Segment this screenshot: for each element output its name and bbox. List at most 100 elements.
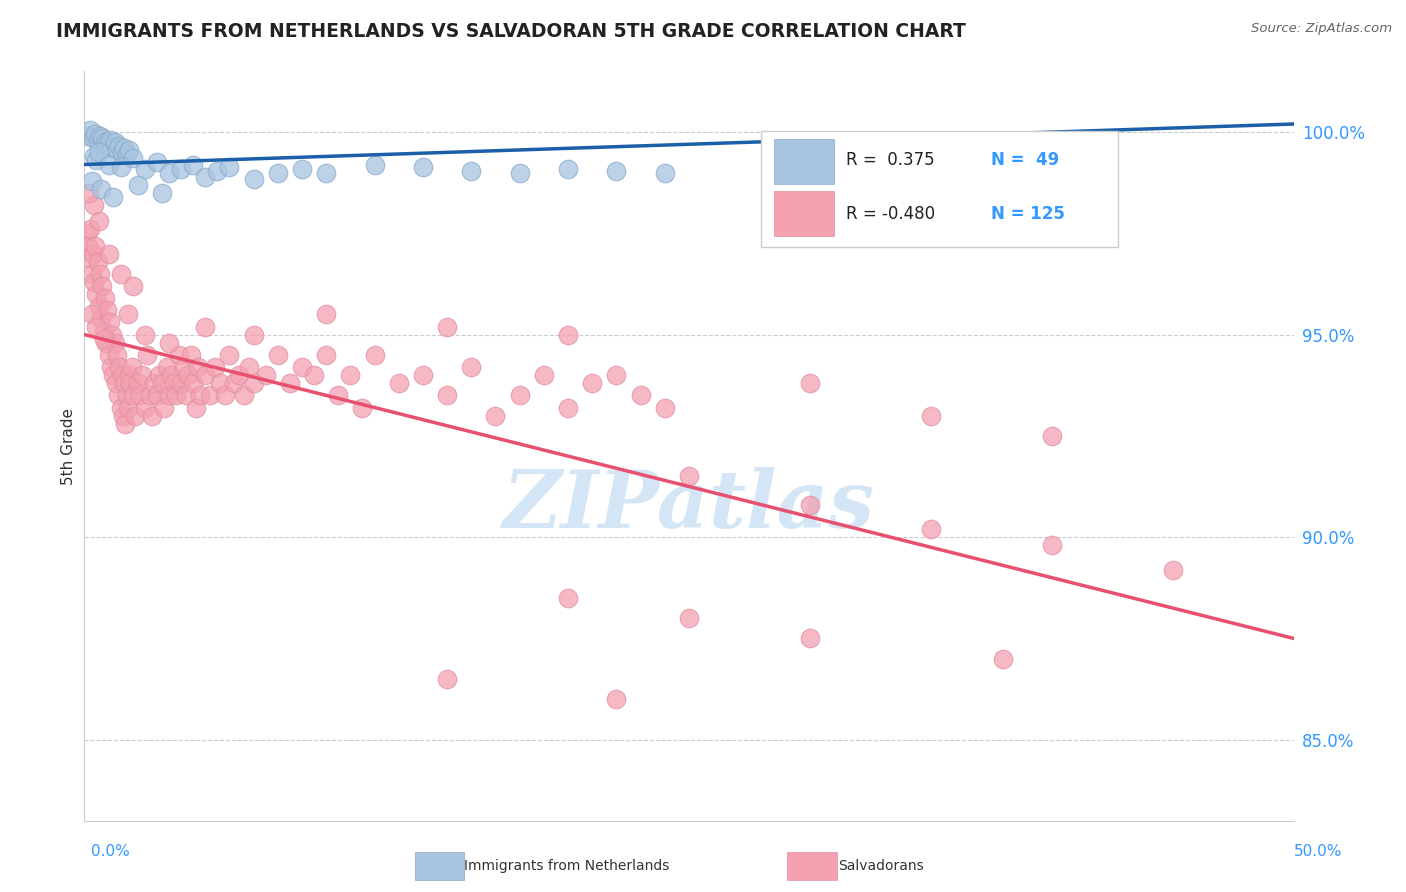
Point (581, 376, 603, 391)
Point (1040, 538, 1063, 552)
Point (993, 651, 1015, 665)
Point (654, 166, 676, 180)
Point (103, 368, 125, 383)
Text: IMMIGRANTS FROM NETHERLANDS VS SALVADORAN 5TH GRADE CORRELATION CHART: IMMIGRANTS FROM NETHERLANDS VS SALVADORA… (56, 22, 966, 41)
Point (108, 359, 131, 374)
Point (799, 153, 821, 168)
Point (94, 135, 117, 149)
Text: N =  49: N = 49 (991, 151, 1060, 169)
Text: Immigrants from Netherlands: Immigrants from Netherlands (464, 859, 669, 873)
Point (105, 144, 128, 158)
Point (218, 348, 240, 362)
Point (157, 335, 180, 350)
Point (84, 238, 107, 252)
Point (605, 163, 627, 178)
Point (233, 388, 256, 402)
Point (254, 368, 277, 383)
Point (436, 319, 458, 334)
Text: ZIPatlas: ZIPatlas (503, 467, 875, 545)
Point (129, 388, 152, 402)
Point (108, 139, 131, 153)
Point (97, 246, 120, 260)
Point (121, 359, 143, 374)
Point (190, 388, 212, 402)
Point (163, 376, 186, 391)
Point (127, 376, 149, 391)
Point (218, 160, 240, 174)
Point (328, 388, 350, 402)
Point (174, 388, 197, 402)
Point (654, 401, 676, 415)
Point (77, 251, 100, 265)
Point (180, 348, 202, 362)
Point (315, 348, 337, 362)
Text: R = -0.480: R = -0.480 (846, 205, 935, 223)
Point (141, 409, 163, 423)
Point (484, 409, 506, 423)
Point (509, 388, 531, 402)
Point (118, 144, 141, 158)
Point (110, 401, 132, 415)
Point (557, 161, 579, 176)
Text: Source: ZipAtlas.com: Source: ZipAtlas.com (1251, 22, 1392, 36)
Point (184, 401, 207, 415)
Point (82, 131, 104, 145)
Point (138, 388, 160, 402)
Point (83, 275, 105, 289)
Point (115, 147, 138, 161)
Point (96, 303, 118, 318)
Point (94, 291, 117, 305)
Point (146, 155, 169, 169)
Point (97, 348, 120, 362)
Text: 0.0%: 0.0% (91, 845, 131, 859)
Point (153, 401, 176, 415)
Point (150, 186, 173, 200)
Point (93, 324, 115, 338)
Point (120, 376, 142, 391)
FancyBboxPatch shape (773, 191, 834, 236)
Point (124, 409, 146, 423)
Point (533, 368, 555, 383)
Point (86, 287, 108, 301)
Point (80, 267, 103, 281)
Point (170, 376, 193, 391)
Point (136, 348, 159, 362)
Point (194, 169, 217, 184)
Point (93, 332, 115, 346)
Point (302, 368, 325, 383)
Point (214, 388, 236, 402)
Point (104, 135, 127, 149)
Point (460, 163, 482, 178)
Point (91, 279, 114, 293)
Point (509, 166, 531, 180)
Point (121, 279, 143, 293)
Point (160, 368, 183, 383)
Point (194, 319, 217, 334)
Point (799, 376, 821, 391)
Point (155, 359, 177, 374)
Point (105, 348, 128, 362)
Point (87, 145, 110, 160)
Point (134, 327, 156, 342)
Point (157, 166, 180, 180)
Point (87, 214, 110, 228)
Point (134, 161, 156, 176)
Point (204, 359, 226, 374)
Point (89, 129, 111, 144)
Point (86, 319, 108, 334)
Point (91, 131, 114, 145)
Point (157, 388, 180, 402)
Point (77, 238, 100, 252)
Point (150, 376, 173, 391)
Point (118, 368, 141, 383)
Point (86, 254, 108, 268)
Text: 50.0%: 50.0% (1295, 845, 1343, 859)
Point (143, 376, 166, 391)
Point (238, 359, 260, 374)
Point (98, 316, 121, 330)
Point (224, 376, 246, 391)
Point (111, 145, 134, 160)
Point (87, 299, 110, 313)
Point (127, 178, 149, 192)
Point (557, 327, 579, 342)
